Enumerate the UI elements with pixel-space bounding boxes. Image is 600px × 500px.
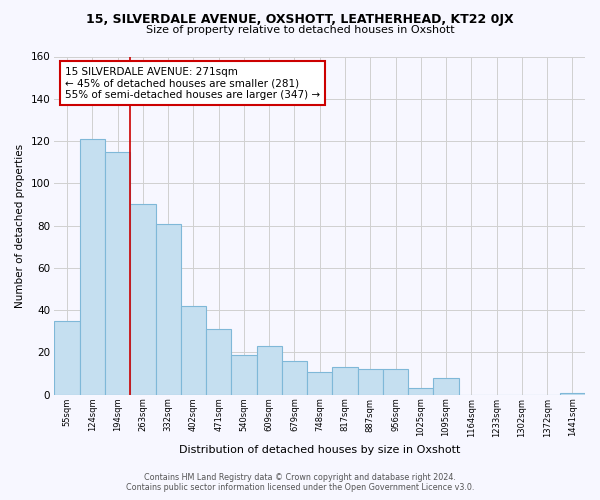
Bar <box>433 378 458 395</box>
Bar <box>105 152 130 395</box>
Bar <box>130 204 155 395</box>
Bar <box>408 388 433 395</box>
Bar <box>383 370 408 395</box>
Bar <box>358 370 383 395</box>
Bar <box>282 361 307 395</box>
Bar <box>55 321 80 395</box>
Bar <box>307 372 332 395</box>
Text: 15, SILVERDALE AVENUE, OXSHOTT, LEATHERHEAD, KT22 0JX: 15, SILVERDALE AVENUE, OXSHOTT, LEATHERH… <box>86 12 514 26</box>
Bar <box>155 224 181 395</box>
Text: Contains HM Land Registry data © Crown copyright and database right 2024.
Contai: Contains HM Land Registry data © Crown c… <box>126 473 474 492</box>
Bar <box>181 306 206 395</box>
Bar <box>206 329 232 395</box>
X-axis label: Distribution of detached houses by size in Oxshott: Distribution of detached houses by size … <box>179 445 460 455</box>
Bar <box>80 139 105 395</box>
Bar <box>560 392 585 395</box>
Bar <box>232 354 257 395</box>
Y-axis label: Number of detached properties: Number of detached properties <box>15 144 25 308</box>
Text: Size of property relative to detached houses in Oxshott: Size of property relative to detached ho… <box>146 25 454 35</box>
Bar <box>257 346 282 395</box>
Text: 15 SILVERDALE AVENUE: 271sqm
← 45% of detached houses are smaller (281)
55% of s: 15 SILVERDALE AVENUE: 271sqm ← 45% of de… <box>65 66 320 100</box>
Bar <box>332 368 358 395</box>
